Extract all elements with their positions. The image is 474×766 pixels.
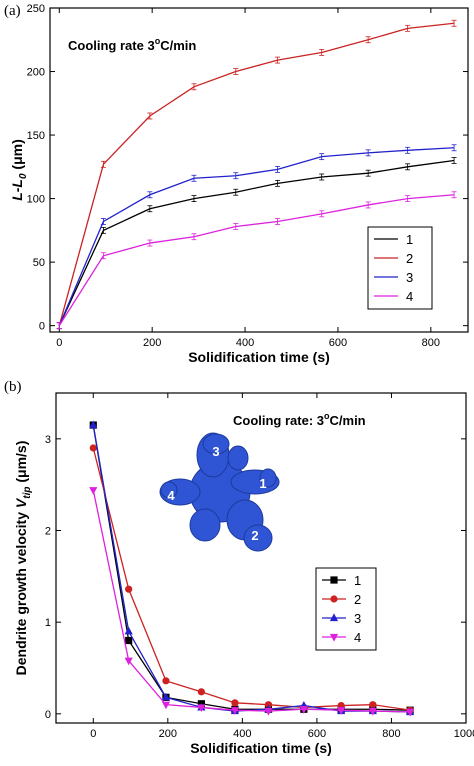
data-point-4 [89,487,98,495]
data-point-3 [89,420,98,429]
dendrite-label-1: 1 [259,476,266,491]
legend-label-4: 4 [406,289,413,304]
dendrite-label-2: 2 [251,528,258,543]
plot-frame [49,7,469,333]
data-point-2 [197,688,205,696]
legend-box [315,567,377,651]
x-tick-label: 400 [236,337,254,349]
legend-label-1: 1 [406,232,413,247]
series-line-1 [58,159,455,326]
y-tick-label: 0 [39,321,45,333]
dendrite-lobe [189,508,221,542]
legend-marker-4 [329,633,339,642]
legend-label-4: 4 [354,630,361,645]
y-axis-title: Dendrite growth velocity Vtip (μm/s) [13,441,33,676]
y-axis-title: L-L0 (μm) [9,139,29,201]
dendrite-lobe [160,481,178,499]
data-point-4 [368,707,377,716]
data-point-3 [124,626,133,635]
data-point-4 [405,708,415,717]
legend-label-3: 3 [354,611,361,626]
series-line-4 [58,194,455,326]
data-point-3 [161,692,171,701]
x-tick-label: 800 [422,337,440,349]
chart-annotation: Cooling rate 3oC/min [68,36,196,53]
y-tick-label: 150 [27,130,45,142]
series-line-1 [92,424,411,711]
data-point-4 [161,701,171,710]
panel-label: (b) [4,379,22,395]
series-line-2 [58,22,455,326]
x-tick-label: 600 [308,728,326,740]
y-tick-label: 200 [27,67,45,79]
data-point-1 [125,636,133,645]
dendrite-label-4: 4 [167,488,175,503]
data-point-4 [337,707,346,715]
data-point-4 [264,707,273,716]
plot-frame [55,392,467,724]
series-line-4 [92,490,411,713]
x-tick-label: 0 [56,337,62,349]
legend-label-1: 1 [354,573,361,588]
dendrite-inset-image: 1 2 3 4 [159,432,280,552]
x-axis-title: Solidification time (s) [188,349,330,365]
legend-marker-1 [330,576,338,584]
data-point-4 [124,657,133,666]
dendrite-lobe [227,445,249,471]
y-tick-label: 2 [45,526,51,538]
x-tick-label: 400 [233,728,251,740]
legend-label-3: 3 [406,270,413,285]
data-point-2 [369,701,377,709]
dendrite-lobe [243,524,273,552]
y-tick-label: 100 [27,194,45,206]
legend-box [367,226,433,310]
y-tick-label: 3 [45,434,51,446]
data-point-4 [197,704,206,713]
legend-marker-2 [330,595,338,603]
x-tick-label: 600 [329,337,347,349]
panel-label: (a) [4,3,21,19]
dendrite-lobe [202,433,230,455]
data-point-2 [125,585,133,593]
data-point-4 [299,706,308,714]
chart-panel-a: (a) 0 200 400 600 800 0 50 100 150 200 250 Solidific… [4,3,469,365]
legend-label-2: 2 [406,251,413,266]
y-tick-label: 1 [45,617,51,629]
y-tick-label: 0 [45,709,51,721]
x-axis-title: Solidification time (s) [190,740,332,756]
chart-annotation: Cooling rate: 3oC/min [233,411,366,428]
dendrite-label-3: 3 [212,444,219,459]
data-point-2 [89,444,97,452]
legend-marker-3 [329,613,339,622]
data-point-2 [162,677,170,685]
y-tick-label: 50 [33,257,45,269]
x-tick-label: 200 [159,728,177,740]
data-point-2 [231,699,239,707]
dendrite-lobe [259,468,277,488]
y-tick-label: 250 [27,3,45,15]
x-tick-label: 800 [382,728,400,740]
series-line-2 [92,447,411,711]
x-tick-label: 0 [90,728,96,740]
data-point-4 [230,707,240,715]
series-line-3 [58,147,455,326]
x-tick-label: 200 [143,337,161,349]
legend-label-2: 2 [354,592,361,607]
